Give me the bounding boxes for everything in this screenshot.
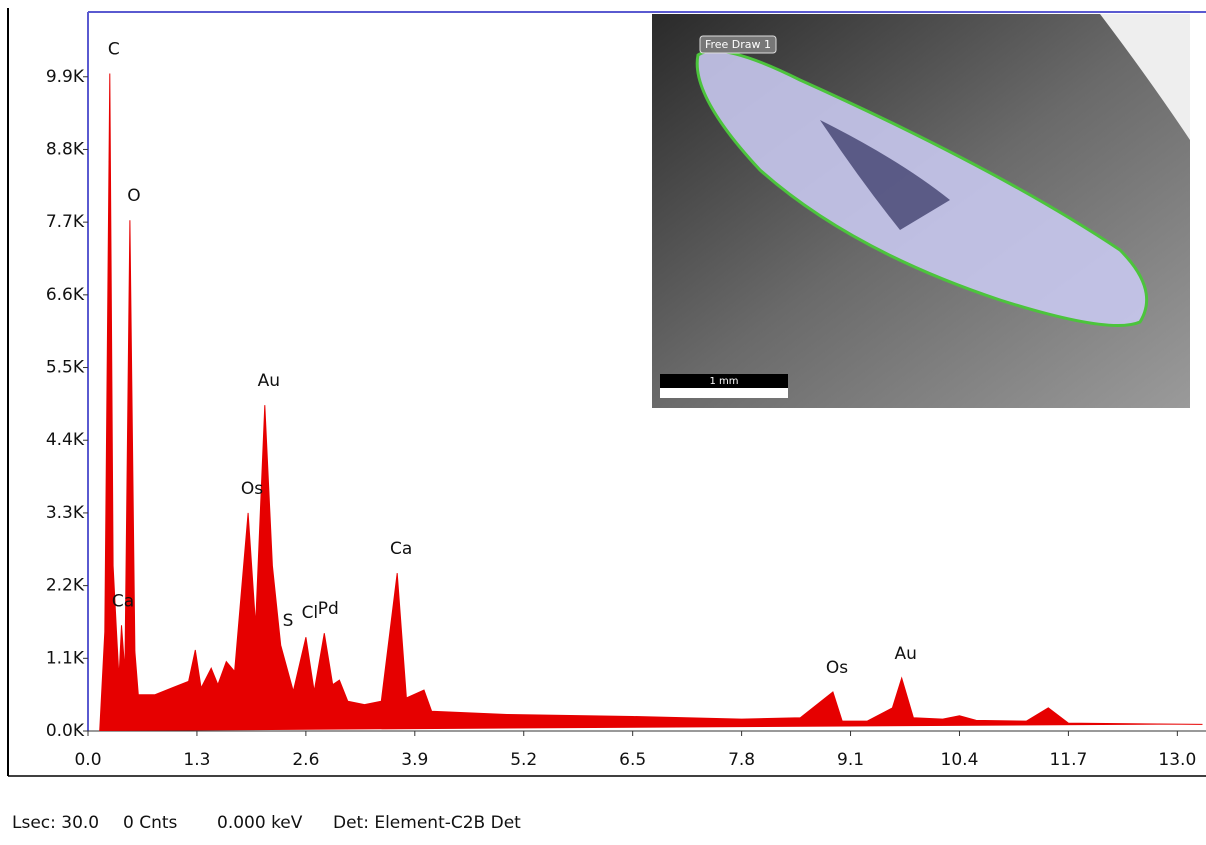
- peak-label: Pd: [318, 599, 339, 619]
- peak-label: Au: [258, 371, 280, 391]
- x-tick-label: 1.3: [183, 750, 210, 770]
- x-tick-label: 9.1: [837, 750, 864, 770]
- counts: 0 Cnts: [123, 813, 178, 833]
- y-tick-label: 3.3K: [46, 503, 85, 523]
- roi-tag: [699, 35, 777, 54]
- x-tick-label: 6.5: [619, 750, 646, 770]
- y-tick-label: 2.2K: [46, 576, 85, 596]
- plot-area: 0.0K 1.1K 2.2K 3.3K 4.4K 5.5K 6.6K 7.7K 8.8K 9.9K…: [46, 39, 1203, 770]
- y-tick-label: 1.1K: [46, 648, 85, 668]
- live-time: Lsec: 30.0: [12, 813, 99, 833]
- specimen: [820, 120, 950, 230]
- x-tick-label: 13.0: [1158, 750, 1196, 770]
- y-tick-label: 0.0K: [46, 721, 85, 741]
- peak-label: Os: [241, 479, 263, 499]
- y-tick-label: 6.6K: [46, 285, 85, 305]
- peak-label: Os: [826, 658, 848, 678]
- sem-bright-edge: [1100, 14, 1190, 140]
- y-tick-label: 7.7K: [46, 212, 85, 232]
- scale-bar-white: [660, 388, 788, 398]
- scale-bar: [660, 374, 788, 388]
- peak-label: Au: [894, 644, 916, 664]
- peak-label: S: [283, 611, 294, 631]
- spectrum: [99, 73, 1203, 732]
- x-tick-label: 0.0: [74, 750, 101, 770]
- peak-label: Ca: [112, 591, 134, 611]
- x-tick-label: 11.7: [1049, 750, 1087, 770]
- y-tick-label: 9.9K: [46, 67, 85, 87]
- x-tick-label: 10.4: [941, 750, 979, 770]
- detector: Det: Element-C2B Det: [333, 813, 521, 833]
- scale-bar-label: 1 mm: [709, 376, 738, 387]
- x-tick-label: 2.6: [292, 750, 319, 770]
- y-tick-label: 5.5K: [46, 358, 85, 378]
- peak-label: Cl: [302, 603, 319, 623]
- roi-label: Free Draw 1: [705, 38, 771, 51]
- x-tick-label: 3.9: [401, 750, 428, 770]
- x-tick-label: 5.2: [510, 750, 537, 770]
- y-tick-label: 8.8K: [46, 139, 85, 159]
- peak-label: C: [108, 39, 120, 59]
- peak-label: Ca: [390, 539, 412, 559]
- y-tick-label: 4.4K: [46, 430, 85, 450]
- sem-inset: Free Draw 1 1 mm: [652, 14, 1190, 408]
- x-tick-label: 7.8: [728, 750, 755, 770]
- cursor-energy: 0.000 keV: [217, 813, 303, 833]
- peak-label: O: [127, 186, 140, 206]
